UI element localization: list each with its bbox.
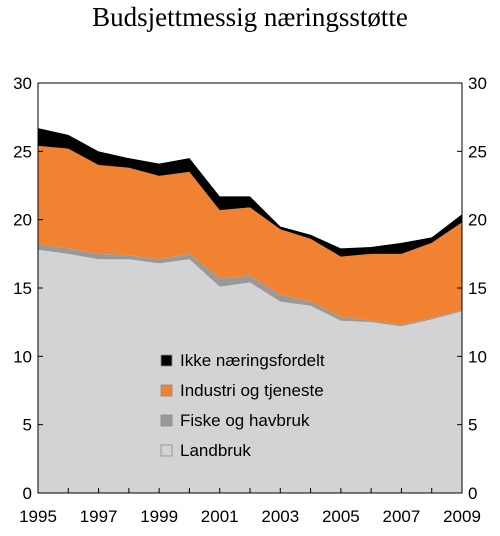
y-tick-label-left-25: 25 [13,142,32,161]
y-tick-label-right-20: 20 [468,211,487,230]
areas-layer [38,128,462,493]
y-tick-label-left-10: 10 [13,347,32,366]
y-tick-label-left-30: 30 [13,74,32,93]
y-tick-label-right-10: 10 [468,347,487,366]
area-ikke-n-ringsfordelt [38,128,462,257]
area-industri-og-tjeneste [38,145,462,325]
legend-label-ikke-n-ringsfordelt: Ikke næringsfordelt [180,351,325,370]
legend-label-landbruk: Landbruk [180,441,251,460]
legend-swatch-ikke-n-ringsfordelt [160,354,173,367]
y-tick-label-right-5: 5 [468,416,477,435]
x-tick-label-2001: 2001 [201,507,239,526]
y-tick-label-right-15: 15 [468,279,487,298]
legend-layer: Ikke næringsfordelt Industri og tjeneste F… [160,351,325,460]
x-tick-label-1999: 1999 [140,507,178,526]
y-tick-label-left-20: 20 [13,211,32,230]
legend-swatch-landbruk [160,444,173,457]
x-tick-label-2005: 2005 [322,507,360,526]
legend-label-industri-og-tjeneste: Industri og tjeneste [180,381,324,400]
x-tick-label-2003: 2003 [261,507,299,526]
area-fiske-og-havbruk [38,244,462,327]
area-landbruk [38,249,462,493]
y-tick-label-left-15: 15 [13,279,32,298]
x-tick-label-2007: 2007 [383,507,421,526]
x-tick-label-2009: 2009 [443,507,481,526]
y-tick-label-left-5: 5 [23,416,32,435]
x-tick-label-1997: 1997 [80,507,118,526]
y-tick-label-left-0: 0 [23,484,32,503]
x-tick-label-1995: 1995 [19,507,57,526]
legend-swatch-fiske-og-havbruk [160,414,173,427]
y-tick-label-right-30: 30 [468,74,487,93]
y-tick-label-right-25: 25 [468,142,487,161]
y-tick-label-right-0: 0 [468,484,477,503]
axes-layer: 0 0 5 5 10 10 15 15 20 20 25 25 30 30 1995 1997 1999 2001… [13,74,487,526]
legend-label-fiske-og-havbruk: Fiske og havbruk [180,411,310,430]
chart-title: Budsjettmessig næringsstøtte [92,2,408,32]
legend-swatch-industri-og-tjeneste [160,384,173,397]
